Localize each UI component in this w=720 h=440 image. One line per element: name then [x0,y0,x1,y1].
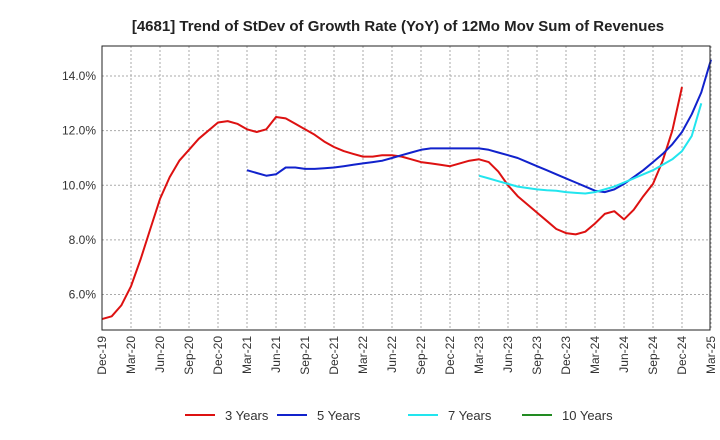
x-tick-label: Sep-24 [646,336,660,375]
chart-title: [4681] Trend of StDev of Growth Rate (Yo… [132,18,664,35]
x-tick-label: Dec-23 [559,336,573,375]
x-tick-label: Jun-23 [501,336,515,373]
x-tick-label: Jun-21 [269,336,283,373]
plot-frame [101,45,711,331]
y-tick-label: 8.0% [69,233,97,247]
x-tick-label: Dec-24 [675,336,689,375]
x-tick-label: Dec-19 [95,336,109,375]
x-tick-label: Sep-23 [530,336,544,375]
x-tick-label: Mar-22 [356,336,370,374]
x-tick-label: Mar-25 [704,336,718,374]
y-tick-label: 10.0% [62,178,96,192]
x-tick-label: Jun-22 [385,336,399,373]
legend-label: 7 Years [448,408,492,423]
x-tick-label: Dec-22 [443,336,457,375]
legend-label: 3 Years [225,408,269,423]
x-tick-label: Dec-20 [211,336,225,375]
x-tick-label: Dec-21 [327,336,341,375]
x-tick-label: Jun-20 [153,336,167,373]
x-axis-ticks: Dec-19 Mar-20 Jun-20 Sep-20 Dec-20 Mar-21 Jun-… [95,336,718,375]
y-axis-ticks: 6.0% 8.0% 10.0% 12.0% 14.0% [62,69,96,301]
x-tick-label: Sep-21 [298,336,312,375]
y-tick-label: 12.0% [62,124,96,138]
x-tick-label: Sep-22 [414,336,428,375]
x-tick-label: Sep-20 [182,336,196,375]
legend-label: 10 Years [562,408,613,423]
x-tick-label: Mar-23 [472,336,486,374]
gridlines [101,46,712,330]
series-line-5-years [246,59,712,194]
x-tick-label: Jun-24 [617,336,631,373]
y-tick-label: 6.0% [69,288,97,302]
x-tick-label: Mar-21 [240,336,254,374]
x-tick-label: Mar-24 [588,336,602,374]
legend-label: 5 Years [317,408,361,423]
y-tick-label: 14.0% [62,69,96,83]
series-line-7-years [478,103,703,195]
legend: 3 Years 5 Years 7 Years 10 Years [185,408,613,423]
series-lines [101,59,712,321]
series-line-3-years [101,86,683,321]
x-tick-label: Mar-20 [124,336,138,374]
